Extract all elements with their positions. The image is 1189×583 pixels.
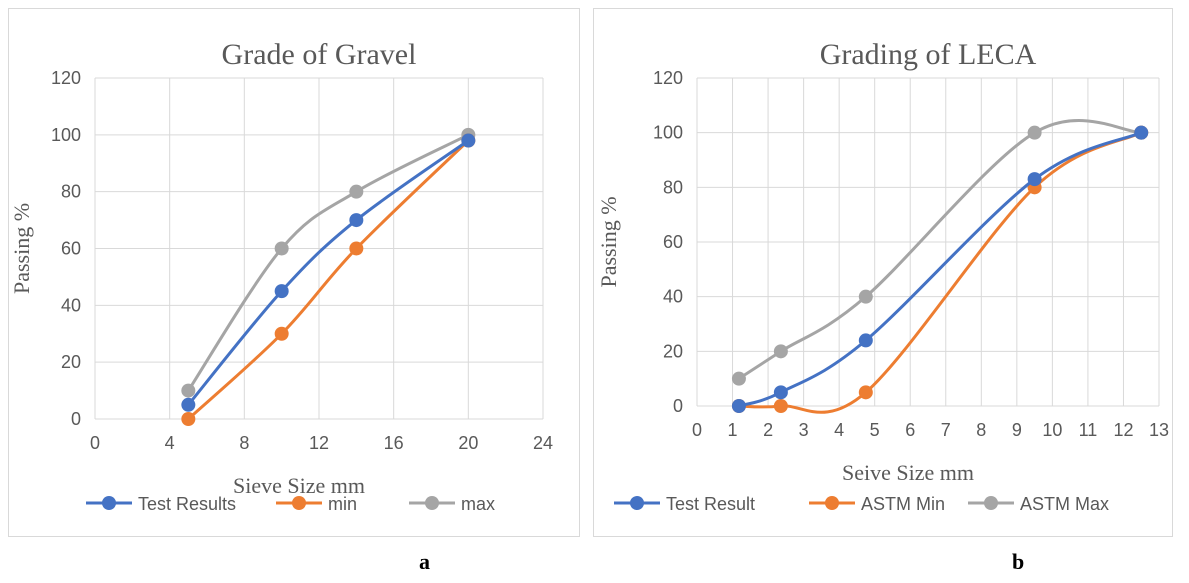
data-point-min <box>181 412 196 426</box>
subfigure-label-a: a <box>419 549 430 574</box>
x-tick-label: 20 <box>458 433 478 453</box>
data-point-test-results <box>349 213 364 228</box>
x-tick-label: 1 <box>728 420 738 440</box>
x-tick-label: 10 <box>1042 420 1062 440</box>
x-tick-label: 2 <box>763 420 773 440</box>
y-axis-label: Passing % <box>596 196 621 287</box>
y-tick-label: 20 <box>663 341 683 361</box>
x-tick-label: 5 <box>870 420 880 440</box>
gravel-grading-chart: Grade of Gravel 0 20 40 60 80 100 120 0 4 8 12 16 20 2… <box>9 38 553 514</box>
data-point-test-results <box>274 284 289 299</box>
data-point-astm-max <box>731 371 746 386</box>
data-point-test-result <box>858 333 873 348</box>
y-tick-label: 40 <box>61 295 81 315</box>
data-point-min <box>349 241 364 256</box>
legend-marker-test-result <box>630 496 644 510</box>
x-tick-label: 0 <box>90 433 100 453</box>
x-tick-label: 11 <box>1079 420 1098 440</box>
data-point-max <box>349 184 364 199</box>
x-tick-label: 9 <box>1012 420 1022 440</box>
data-point-test-result <box>1027 172 1042 187</box>
y-tick-label: 40 <box>663 287 683 307</box>
legend-marker-astm-min <box>825 496 839 510</box>
y-tick-label: 80 <box>61 182 81 202</box>
x-tick-label: 0 <box>692 420 702 440</box>
x-tick-label: 13 <box>1149 420 1169 440</box>
data-point-test-result <box>773 385 788 400</box>
x-tick-label: 7 <box>941 420 951 440</box>
y-tick-label: 120 <box>51 68 81 88</box>
chart-panel-gravel: Grade of Gravel 0 20 40 60 80 100 120 0 4 8 12 16 20 2… <box>8 8 580 537</box>
x-tick-label: 4 <box>165 433 175 453</box>
series-line-astm-max <box>737 119 1143 381</box>
legend-label-astm-min: ASTM Min <box>861 494 945 514</box>
data-point-astm-min <box>773 399 788 413</box>
data-point-test-result <box>731 399 746 413</box>
chart-title: Grading of LECA <box>820 38 1037 71</box>
y-tick-label: 60 <box>663 232 683 252</box>
y-tick-label: 100 <box>653 123 683 143</box>
legend-marker-max <box>425 496 439 510</box>
data-point-astm-max <box>773 344 788 359</box>
data-point-test-results <box>181 397 196 412</box>
data-point-min <box>274 326 289 341</box>
y-tick-label: 100 <box>51 125 81 145</box>
x-axis-label: Seive Size mm <box>842 460 974 485</box>
x-axis-label: Sieve Size mm <box>233 473 365 498</box>
legend-marker-astm-max <box>984 496 998 510</box>
subfigure-label-b: b <box>1012 549 1025 574</box>
y-tick-label: 60 <box>61 239 81 259</box>
series-line-min <box>186 139 470 421</box>
x-tick-label: 12 <box>1113 420 1133 440</box>
legend-label-max: max <box>461 494 495 514</box>
data-point-astm-max <box>858 289 873 304</box>
x-tick-label: 24 <box>533 433 553 453</box>
y-tick-label: 80 <box>663 177 683 197</box>
x-tick-label: 16 <box>384 433 404 453</box>
data-point-astm-max <box>1027 125 1042 140</box>
chart-title: Grade of Gravel <box>222 38 417 71</box>
series-line-max <box>186 133 470 393</box>
y-tick-label: 0 <box>71 409 81 429</box>
y-axis-label: Passing % <box>9 203 34 294</box>
series-line-test-results <box>186 139 470 407</box>
data-point-test-results <box>461 133 476 148</box>
x-tick-label: 6 <box>905 420 915 440</box>
x-tick-label: 4 <box>834 420 844 440</box>
legend-label-test-result: Test Result <box>666 494 755 514</box>
y-tick-label: 20 <box>61 352 81 372</box>
data-point-max <box>181 383 196 398</box>
legend-label-min: min <box>328 494 357 514</box>
legend-marker-test-results <box>102 496 116 510</box>
x-tick-label: 8 <box>976 420 986 440</box>
y-tick-label: 120 <box>653 68 683 88</box>
data-point-max <box>274 241 289 256</box>
series-line-test-result <box>737 131 1143 408</box>
y-tick-label: 0 <box>673 396 683 416</box>
legend-marker-min <box>292 496 306 510</box>
data-point-test-result <box>1134 125 1149 140</box>
x-tick-label: 3 <box>799 420 809 440</box>
legend-label-astm-max: ASTM Max <box>1020 494 1109 514</box>
x-tick-label: 8 <box>239 433 249 453</box>
chart-panel-leca: Grading of LECA 0 20 40 60 80 100 120 0 1 2 3 4 5 6 7 8 9… <box>593 8 1173 537</box>
x-tick-label: 12 <box>309 433 329 453</box>
series-line-astm-min <box>737 131 1143 414</box>
legend-label-test-results: Test Results <box>138 494 236 514</box>
data-point-astm-min <box>858 385 873 400</box>
